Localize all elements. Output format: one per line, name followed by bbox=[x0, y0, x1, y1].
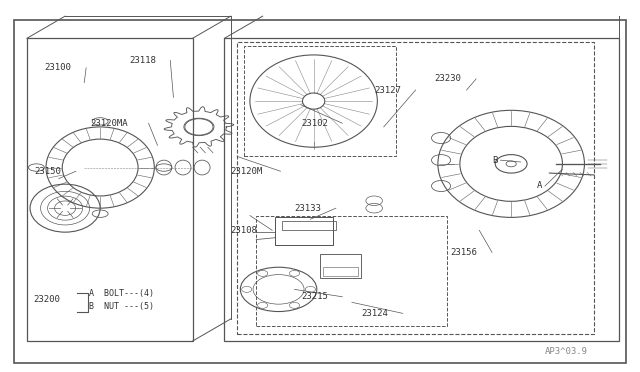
Text: A: A bbox=[537, 182, 542, 190]
Bar bbox=[225, 38, 620, 341]
Bar bbox=[282, 221, 336, 230]
Text: B  NUT ---(5): B NUT ---(5) bbox=[90, 302, 154, 311]
Text: 23120MA: 23120MA bbox=[91, 119, 128, 128]
Text: 23118: 23118 bbox=[129, 56, 156, 65]
Text: 23156: 23156 bbox=[451, 248, 477, 257]
Bar bbox=[275, 217, 333, 245]
Text: 23100: 23100 bbox=[45, 63, 72, 72]
Bar bbox=[256, 215, 447, 326]
Text: 23102: 23102 bbox=[301, 119, 328, 128]
Bar bbox=[27, 38, 193, 341]
Bar bbox=[237, 42, 594, 334]
Text: 23120M: 23120M bbox=[231, 167, 263, 176]
Text: 23215: 23215 bbox=[301, 292, 328, 301]
Bar bbox=[323, 267, 358, 276]
Text: 23200: 23200 bbox=[33, 295, 60, 304]
Text: 23230: 23230 bbox=[435, 74, 461, 83]
Text: 23127: 23127 bbox=[374, 86, 401, 94]
Bar bbox=[244, 46, 396, 157]
Text: AP3^03.9: AP3^03.9 bbox=[545, 347, 588, 356]
Text: B: B bbox=[492, 155, 497, 165]
Text: A  BOLT---(4): A BOLT---(4) bbox=[90, 289, 154, 298]
Text: 23133: 23133 bbox=[294, 203, 321, 213]
Text: 23150: 23150 bbox=[35, 167, 61, 176]
Text: 23108: 23108 bbox=[231, 226, 258, 235]
Text: 23124: 23124 bbox=[362, 309, 388, 318]
Bar bbox=[320, 254, 362, 278]
